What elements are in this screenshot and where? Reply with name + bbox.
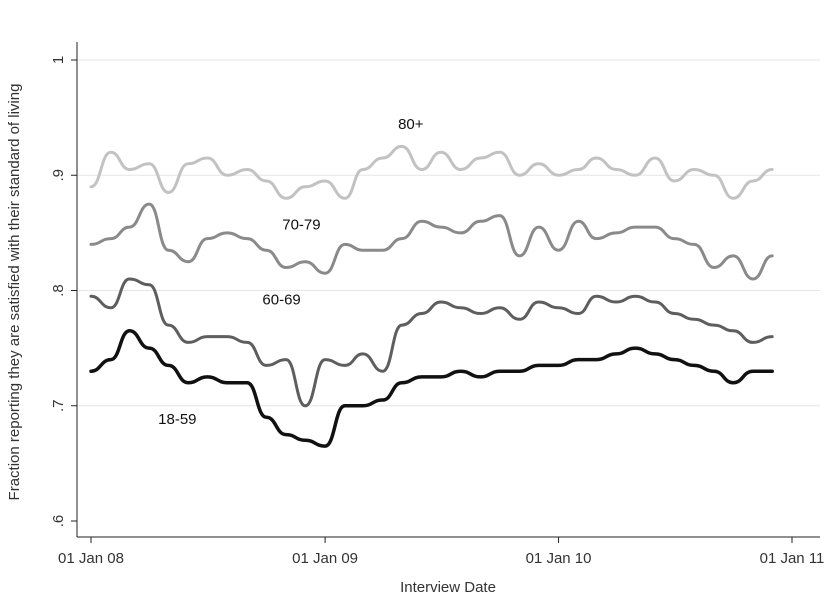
x-tick-label: 01 Jan 11 [760, 550, 825, 567]
x-axis-ticks: 01 Jan 08 01 Jan 09 01 Jan 10 01 Jan 11 [58, 537, 824, 567]
series-line-80-plus [89, 144, 774, 200]
series-line-60-69 [89, 277, 774, 408]
y-tick-label: .8 [50, 284, 67, 297]
series-label: 70-79 [282, 216, 320, 233]
y-tick-label: 1 [50, 56, 67, 64]
y-tick-label: .6 [50, 515, 67, 528]
series-line-18-59 [89, 329, 774, 448]
series-lines [89, 144, 774, 448]
x-tick-label: 01 Jan 09 [292, 550, 358, 567]
series-label: 80+ [398, 116, 424, 133]
grid-lines [77, 59, 820, 407]
series-line-70-79 [89, 202, 774, 281]
x-tick-label: 01 Jan 10 [526, 550, 592, 567]
series-label: 18-59 [158, 411, 196, 428]
x-axis-title: Interview Date [400, 579, 496, 596]
series-label: 60-69 [262, 291, 300, 308]
y-axis-ticks: .6 .7 .8 .9 1 [50, 56, 77, 527]
series-labels: 80+ 70-79 60-69 18-59 [158, 116, 424, 428]
y-tick-label: .9 [50, 169, 67, 182]
y-tick-label: .7 [50, 399, 67, 412]
x-tick-label: 01 Jan 08 [58, 550, 124, 567]
axes [76, 42, 820, 538]
y-axis-title: Fraction reporting they are satisfied wi… [6, 84, 23, 501]
